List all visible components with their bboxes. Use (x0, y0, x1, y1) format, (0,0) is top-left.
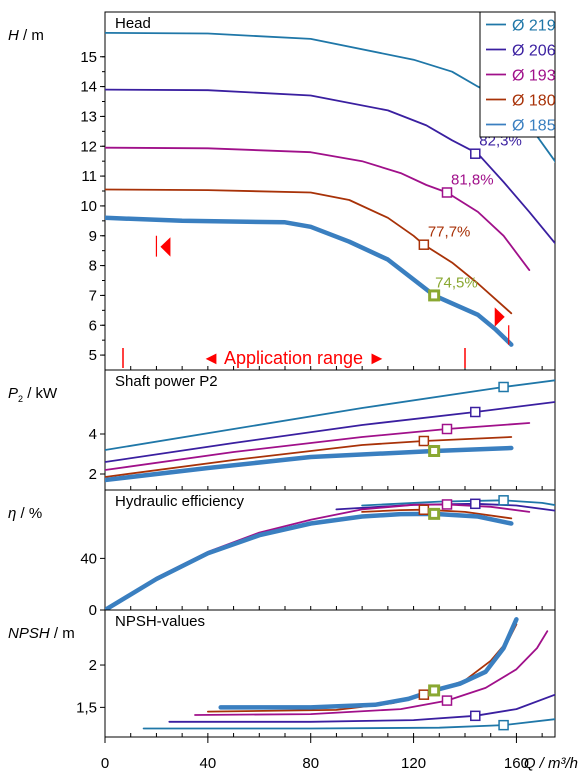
panel-title: Shaft power P2 (115, 373, 218, 390)
y-tick-label: 4 (89, 426, 97, 443)
efficiency-marker (470, 406, 481, 418)
x-tick-label: 80 (302, 755, 319, 772)
x-tick-label: 120 (401, 755, 426, 772)
y-tick-label: 6 (89, 317, 97, 334)
panel-4: 1,5 2 NPSH-values NPSH / m (8, 609, 556, 738)
y-label-symbol: P (8, 385, 18, 402)
panel-y-label: P2 / kW (8, 385, 58, 404)
range-min-arrow (160, 237, 171, 257)
series-line-185 (218, 617, 519, 710)
operating-point-marker (428, 289, 441, 302)
efficiency-marker (418, 435, 430, 447)
legend-entry: Ø 193 (512, 68, 556, 85)
panel-y-label: H / m (8, 27, 44, 44)
efficiency-marker (441, 423, 453, 435)
x-tick-label: 160 (504, 755, 529, 772)
y-tick-label: 2 (89, 466, 97, 483)
panel-3: 0 40 Hydraulic efficiency η / % (8, 489, 556, 619)
efficiency-marker (441, 499, 453, 510)
efficiency-marker (470, 148, 481, 159)
series-line-193 (105, 146, 531, 271)
y-tick-label: 0 (89, 602, 97, 619)
series-line-193 (194, 630, 549, 716)
series-line-185 (105, 215, 514, 347)
y-tick-label: 9 (89, 228, 97, 245)
y-tick-label: 1,5 (76, 699, 97, 716)
efficiency-marker (470, 498, 481, 510)
y-label-unit: / m (19, 27, 44, 44)
y-tick-label: 12 (80, 138, 97, 155)
efficiency-marker (441, 695, 453, 706)
y-tick-label: 40 (80, 550, 97, 567)
series-line-180 (105, 436, 513, 478)
y-label-unit: / kW (23, 385, 58, 402)
efficiency-label: 74,5% (435, 274, 478, 291)
series-line-219 (105, 32, 555, 164)
y-tick-label: 13 (80, 108, 97, 125)
series-line-219 (142, 718, 555, 730)
y-label-unit: / % (16, 505, 42, 522)
efficiency-marker (498, 495, 509, 506)
series-line-185 (105, 511, 514, 610)
x-tick-label: 40 (200, 755, 217, 772)
efficiency-marker (498, 719, 509, 731)
y-label-symbol: NPSH (8, 625, 50, 642)
panel-y-label: NPSH / m (8, 625, 75, 642)
x-tick-label: 0 (101, 755, 109, 772)
efficiency-marker (470, 710, 481, 722)
y-tick-label: 15 (80, 49, 97, 66)
legend-entry: Ø 185 (512, 118, 556, 135)
x-axis: Q / m³/h 0 40 80 120 160 (101, 737, 578, 772)
operating-point-marker (428, 445, 441, 457)
y-tick-label: 8 (89, 258, 97, 275)
y-label-symbol: H (8, 27, 19, 44)
series-line-193 (105, 422, 531, 471)
series-line-180 (207, 623, 518, 713)
y-tick-label: 2 (89, 657, 97, 674)
series-line-219 (105, 379, 555, 451)
series-line-206 (105, 401, 555, 463)
operating-point-marker (428, 507, 441, 520)
efficiency-marker (418, 504, 430, 515)
legend-entry: Ø 219 (512, 18, 556, 35)
y-tick-label: 14 (80, 79, 97, 96)
y-tick-label: 11 (81, 168, 97, 185)
legend-entry: Ø 180 (512, 93, 556, 110)
y-tick-label: 5 (89, 347, 97, 364)
efficiency-marker (418, 239, 430, 250)
panel-frame (104, 609, 556, 738)
panel-title: Hydraulic efficiency (115, 493, 244, 510)
legend: Ø 219 Ø 206 Ø 193 Ø 180 Ø 185 (479, 11, 556, 138)
panel-y-label: η / % (8, 505, 42, 522)
range-max-arrow (494, 307, 505, 327)
operating-point-marker (428, 684, 441, 697)
application-range-label: ◄ Application range ► (202, 348, 386, 368)
y-label-unit: / m (50, 625, 75, 642)
y-tick-label: 7 (89, 287, 97, 304)
series-line-193 (105, 503, 531, 610)
panel-title: NPSH-values (115, 613, 205, 630)
y-tick-label: 10 (80, 198, 97, 215)
series-line-206 (168, 693, 555, 723)
series-line-206 (105, 88, 555, 245)
x-axis-label: Q / m³/h (524, 755, 578, 772)
series-line-180 (105, 188, 513, 315)
y-label-subscript: 2 (18, 394, 23, 404)
panel-title: Head (115, 15, 151, 32)
series-line-185 (105, 445, 514, 483)
legend-entry: Ø 206 (512, 43, 556, 60)
efficiency-marker (441, 187, 453, 198)
efficiency-marker (498, 381, 509, 393)
y-label-symbol: η (8, 505, 16, 522)
efficiency-label: 77,7% (428, 224, 471, 241)
efficiency-label: 81,8% (451, 171, 494, 188)
efficiency-marker (418, 689, 430, 700)
